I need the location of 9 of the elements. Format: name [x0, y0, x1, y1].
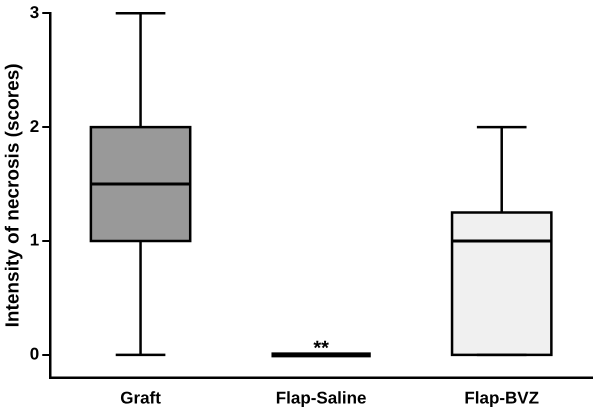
y-axis-title: Intensity of necrosis (scores): [2, 63, 24, 328]
y-tick-label: 0: [30, 344, 40, 364]
y-tick-label: 2: [30, 116, 40, 136]
x-tick-label: Flap-Saline: [276, 388, 366, 408]
annotation: **: [313, 337, 330, 360]
x-tick-label: Graft: [120, 388, 162, 408]
y-tick-label: 1: [30, 230, 40, 250]
x-tick-label: Flap-BVZ: [464, 388, 540, 408]
y-tick-label: 3: [30, 2, 40, 22]
